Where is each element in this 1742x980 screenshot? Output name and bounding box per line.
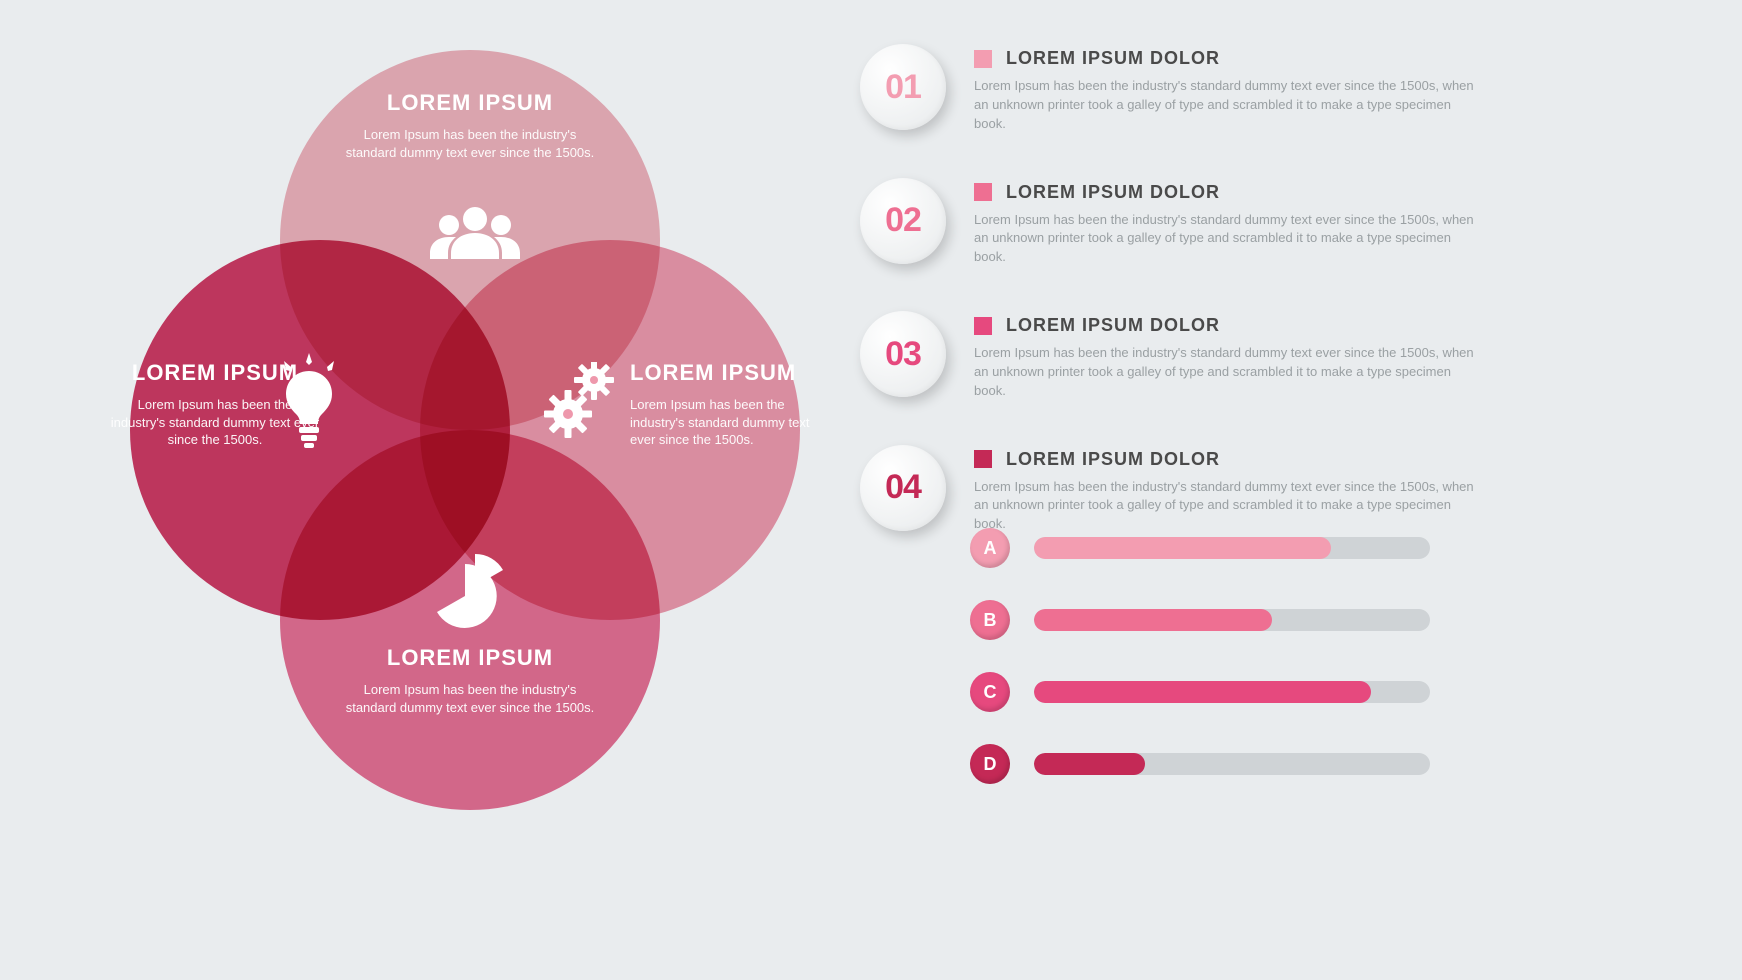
venn-diagram: LOREM IPSUM Lorem Ipsum has been the ind… (50, 30, 890, 870)
progress-track (1034, 609, 1430, 631)
list-item: 04 LOREM IPSUM DOLOR Lorem Ipsum has bee… (860, 445, 1480, 535)
progress-letter-badge: D (970, 744, 1010, 784)
progress-letter-badge: B (970, 600, 1010, 640)
progress-track (1034, 681, 1430, 703)
list-title-row: LOREM IPSUM DOLOR (974, 449, 1480, 470)
progress-fill (1034, 609, 1272, 631)
list-number: 01 (885, 68, 921, 107)
venn-label-left: LOREM IPSUM Lorem Ipsum has been the ind… (110, 360, 320, 449)
progress-row: B (970, 600, 1430, 640)
list-number: 03 (885, 335, 921, 374)
list-text: LOREM IPSUM DOLOR Lorem Ipsum has been t… (974, 44, 1480, 134)
list-number: 04 (885, 468, 921, 507)
venn-label-top: LOREM IPSUM Lorem Ipsum has been the ind… (340, 90, 600, 161)
list-title: LOREM IPSUM DOLOR (1006, 315, 1220, 336)
venn-title-bottom: LOREM IPSUM (340, 645, 600, 671)
list-number-badge: 04 (860, 445, 946, 531)
list-title: LOREM IPSUM DOLOR (1006, 182, 1220, 203)
list-title-row: LOREM IPSUM DOLOR (974, 315, 1480, 336)
list-desc: Lorem Ipsum has been the industry's stan… (974, 344, 1480, 401)
piechart-icon (425, 550, 515, 635)
gears-icon (544, 362, 626, 445)
people-icon (425, 205, 525, 272)
list-number-badge: 03 (860, 311, 946, 397)
venn-desc-right: Lorem Ipsum has been the industry's stan… (630, 396, 810, 449)
list-title-row: LOREM IPSUM DOLOR (974, 48, 1480, 69)
list-item: 03 LOREM IPSUM DOLOR Lorem Ipsum has bee… (860, 311, 1480, 401)
infographic-canvas: LOREM IPSUM Lorem Ipsum has been the ind… (0, 0, 1742, 980)
list-number-badge: 01 (860, 44, 946, 130)
progress-row: A (970, 528, 1430, 568)
list-desc: Lorem Ipsum has been the industry's stan… (974, 478, 1480, 535)
list-title: LOREM IPSUM DOLOR (1006, 48, 1220, 69)
list-desc: Lorem Ipsum has been the industry's stan… (974, 77, 1480, 134)
progress-fill (1034, 537, 1331, 559)
progress-track (1034, 753, 1430, 775)
progress-bars: A B C D (970, 528, 1430, 816)
square-icon (974, 183, 992, 201)
numbered-list: 01 LOREM IPSUM DOLOR Lorem Ipsum has bee… (860, 44, 1480, 578)
venn-desc-top: Lorem Ipsum has been the industry's stan… (340, 126, 600, 161)
progress-fill (1034, 681, 1371, 703)
venn-title-right: LOREM IPSUM (630, 360, 810, 386)
venn-desc-bottom: Lorem Ipsum has been the industry's stan… (340, 681, 600, 716)
progress-letter-badge: A (970, 528, 1010, 568)
square-icon (974, 450, 992, 468)
progress-letter: B (984, 610, 997, 631)
venn-desc-left: Lorem Ipsum has been the industry's stan… (110, 396, 320, 449)
list-item: 02 LOREM IPSUM DOLOR Lorem Ipsum has bee… (860, 178, 1480, 268)
progress-letter: A (984, 538, 997, 559)
progress-row: D (970, 744, 1430, 784)
progress-letter: C (984, 682, 997, 703)
progress-row: C (970, 672, 1430, 712)
progress-letter: D (984, 754, 997, 775)
list-text: LOREM IPSUM DOLOR Lorem Ipsum has been t… (974, 311, 1480, 401)
progress-fill (1034, 753, 1145, 775)
list-item: 01 LOREM IPSUM DOLOR Lorem Ipsum has bee… (860, 44, 1480, 134)
list-number-badge: 02 (860, 178, 946, 264)
list-text: LOREM IPSUM DOLOR Lorem Ipsum has been t… (974, 178, 1480, 268)
square-icon (974, 317, 992, 335)
square-icon (974, 50, 992, 68)
venn-title-top: LOREM IPSUM (340, 90, 600, 116)
venn-title-left: LOREM IPSUM (110, 360, 320, 386)
list-title: LOREM IPSUM DOLOR (1006, 449, 1220, 470)
list-text: LOREM IPSUM DOLOR Lorem Ipsum has been t… (974, 445, 1480, 535)
venn-label-bottom: LOREM IPSUM Lorem Ipsum has been the ind… (340, 645, 600, 716)
progress-track (1034, 537, 1430, 559)
list-title-row: LOREM IPSUM DOLOR (974, 182, 1480, 203)
venn-label-right: LOREM IPSUM Lorem Ipsum has been the ind… (630, 360, 810, 449)
progress-letter-badge: C (970, 672, 1010, 712)
list-desc: Lorem Ipsum has been the industry's stan… (974, 211, 1480, 268)
list-number: 02 (885, 201, 921, 240)
